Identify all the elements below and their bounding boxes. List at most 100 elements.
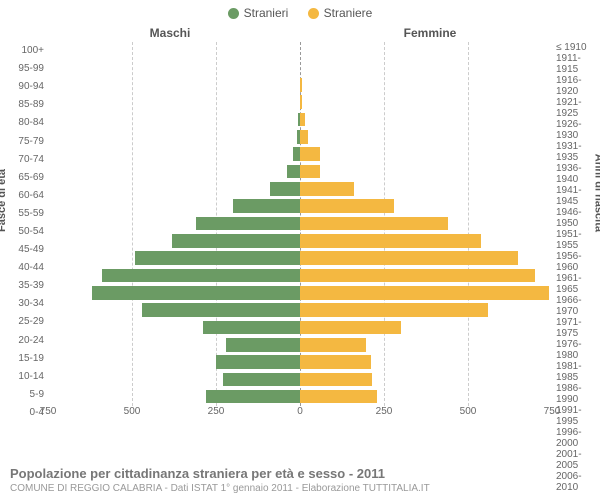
bar-male bbox=[102, 269, 300, 283]
legend: Stranieri Straniere bbox=[0, 0, 600, 22]
pyramid-row bbox=[48, 76, 552, 93]
year-label: 1986-1990 bbox=[556, 383, 600, 405]
footer-subtitle: COMUNE DI REGGIO CALABRIA - Dati ISTAT 1… bbox=[10, 483, 590, 494]
x-tick: 0 bbox=[297, 406, 303, 417]
x-tick: 750 bbox=[40, 406, 57, 417]
bar-female bbox=[300, 217, 448, 231]
pyramid-row bbox=[48, 249, 552, 266]
bar-female bbox=[300, 373, 372, 387]
y-axis-title-left: Fasce di età bbox=[0, 169, 8, 232]
year-label: 1911-1915 bbox=[556, 53, 600, 75]
bar-male bbox=[233, 199, 300, 213]
age-label: 95-99 bbox=[0, 60, 44, 78]
year-label: 1971-1975 bbox=[556, 317, 600, 339]
year-label: 1961-1965 bbox=[556, 273, 600, 295]
pyramid-row bbox=[48, 145, 552, 162]
bar-female bbox=[300, 113, 305, 127]
year-label: 1966-1970 bbox=[556, 295, 600, 317]
bar-female bbox=[300, 355, 371, 369]
year-label: 1921-1925 bbox=[556, 97, 600, 119]
pyramid-row bbox=[48, 180, 552, 197]
age-label: 25-29 bbox=[0, 313, 44, 331]
pyramid-row bbox=[48, 319, 552, 336]
pyramid-row bbox=[48, 59, 552, 76]
bars-container bbox=[48, 42, 552, 406]
pyramid-row bbox=[48, 284, 552, 301]
plot-area: 7505002500250500750 bbox=[48, 42, 552, 422]
bar-female bbox=[300, 147, 320, 161]
bar-male bbox=[223, 373, 300, 387]
bar-female bbox=[300, 78, 302, 92]
legend-female-label: Straniere bbox=[324, 6, 373, 20]
age-label: 75-79 bbox=[0, 132, 44, 150]
bar-male bbox=[196, 217, 300, 231]
year-label: ≤ 1910 bbox=[556, 42, 600, 53]
pyramid-row bbox=[48, 93, 552, 110]
bar-male bbox=[203, 321, 300, 335]
column-headers: Maschi Femmine bbox=[0, 26, 600, 40]
bar-female bbox=[300, 321, 401, 335]
year-label: 1996-2000 bbox=[556, 427, 600, 449]
bar-female bbox=[300, 95, 302, 109]
pyramid-row bbox=[48, 371, 552, 388]
age-label: 45-49 bbox=[0, 241, 44, 259]
y-axis-title-right: Anni di nascita bbox=[592, 153, 600, 231]
pyramid-row bbox=[48, 267, 552, 284]
bar-female bbox=[300, 390, 377, 404]
x-tick: 500 bbox=[124, 406, 141, 417]
bar-male bbox=[206, 390, 300, 404]
pyramid-row bbox=[48, 42, 552, 59]
age-label: 85-89 bbox=[0, 96, 44, 114]
age-label: 40-44 bbox=[0, 259, 44, 277]
age-label: 100+ bbox=[0, 42, 44, 60]
pyramid-row bbox=[48, 197, 552, 214]
year-label: 1926-1930 bbox=[556, 119, 600, 141]
pyramid-row bbox=[48, 336, 552, 353]
bar-female bbox=[300, 269, 535, 283]
chart-area: Fasce di età Anni di nascita 100+95-9990… bbox=[0, 42, 600, 422]
footer: Popolazione per cittadinanza straniera p… bbox=[10, 466, 590, 494]
footer-title: Popolazione per cittadinanza straniera p… bbox=[10, 466, 590, 481]
x-tick: 250 bbox=[208, 406, 225, 417]
year-label: 1976-1980 bbox=[556, 339, 600, 361]
bar-male bbox=[287, 165, 300, 179]
bar-female bbox=[300, 130, 308, 144]
pyramid-row bbox=[48, 111, 552, 128]
bar-male bbox=[172, 234, 300, 248]
bar-male bbox=[293, 147, 300, 161]
bar-female bbox=[300, 338, 366, 352]
pyramid-row bbox=[48, 215, 552, 232]
age-label: 90-94 bbox=[0, 78, 44, 96]
year-label: 1991-1995 bbox=[556, 405, 600, 427]
age-label: 10-14 bbox=[0, 367, 44, 385]
age-label: 20-24 bbox=[0, 331, 44, 349]
bar-male bbox=[216, 355, 300, 369]
bar-female bbox=[300, 182, 354, 196]
x-axis: 7505002500250500750 bbox=[48, 406, 552, 422]
bar-male bbox=[270, 182, 300, 196]
bar-female bbox=[300, 303, 488, 317]
legend-male-swatch bbox=[228, 8, 239, 19]
age-label: 70-74 bbox=[0, 150, 44, 168]
legend-female-swatch bbox=[308, 8, 319, 19]
bar-female bbox=[300, 251, 518, 265]
age-label: 30-34 bbox=[0, 295, 44, 313]
age-label: 80-84 bbox=[0, 114, 44, 132]
header-male: Maschi bbox=[0, 26, 300, 40]
legend-male-label: Stranieri bbox=[244, 6, 289, 20]
age-label: 5-9 bbox=[0, 385, 44, 403]
pyramid-row bbox=[48, 301, 552, 318]
age-label: 0-4 bbox=[0, 403, 44, 421]
bar-male bbox=[226, 338, 300, 352]
x-tick: 750 bbox=[544, 406, 561, 417]
legend-male: Stranieri bbox=[228, 6, 289, 20]
bar-male bbox=[135, 251, 300, 265]
year-label: 1956-1960 bbox=[556, 251, 600, 273]
x-tick: 500 bbox=[460, 406, 477, 417]
bar-male bbox=[142, 303, 300, 317]
header-female: Femmine bbox=[300, 26, 600, 40]
bar-female bbox=[300, 199, 394, 213]
bar-male bbox=[92, 286, 300, 300]
age-label: 15-19 bbox=[0, 349, 44, 367]
pyramid-row bbox=[48, 128, 552, 145]
